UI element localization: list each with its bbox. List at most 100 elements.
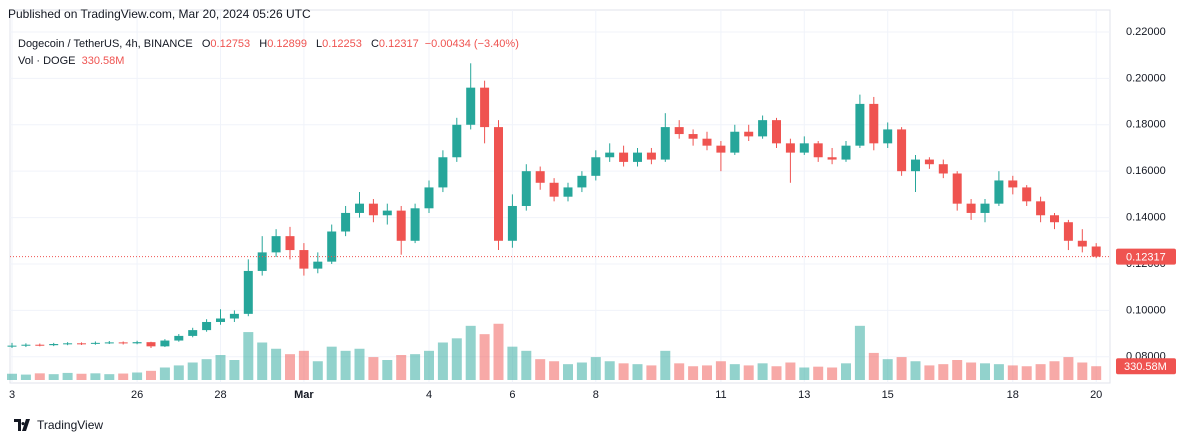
volume-bar [729,364,740,380]
volume-bar [993,364,1004,380]
candle-body [897,129,907,172]
candle-body [966,203,976,213]
volume-bar [1035,364,1046,380]
footer: TradingView [14,418,103,432]
y-tick-label: 0.20000 [1126,72,1166,84]
candle-body [1077,240,1087,247]
volume-bar [76,373,87,380]
candle-body [382,210,392,216]
candle-body [368,203,378,216]
volume-bar [451,338,462,380]
volume-row: Vol · DOGE 330.58M [18,53,525,70]
candle-body [438,157,448,188]
volume-bar [1063,357,1074,380]
volume-bar [368,357,379,380]
volume-bar [966,362,977,380]
volume-bar [590,357,601,380]
ohlc-letter: L [316,38,323,50]
volume-bar [604,361,615,380]
y-tick-label: 0.10000 [1126,304,1166,316]
volume-bar [340,350,351,380]
volume-bar [187,362,198,380]
volume-bar [34,373,45,380]
candle-body [1036,201,1046,216]
volume-bar [229,360,240,380]
candle-body [702,138,712,146]
volume-bar [910,361,921,380]
volume-bar [924,365,935,380]
candle-body [605,152,615,158]
candle-body [466,87,476,125]
volume-bar [493,323,504,380]
volume-bar [298,350,309,380]
candle-body [271,236,281,253]
candle-body [104,342,114,344]
candle-body [21,344,31,346]
candle-body [216,318,225,322]
y-tick-label: 0.14000 [1126,211,1166,223]
candle-body [341,212,351,232]
candle-body [619,152,629,162]
logo [14,419,30,431]
candle-body [855,103,865,146]
candle-body [813,143,823,158]
volume-bar [618,363,629,380]
candle-body [243,270,253,314]
candle-body [90,342,100,344]
volume-bar [980,363,990,380]
volume-bar [132,372,143,380]
ohlc-row: Dogecoin / TetherUS, 4h, BINANCE O0.1275… [18,36,525,53]
candle-body [758,120,768,137]
volume-bar [688,366,699,380]
candle-body [285,236,295,251]
volume-bar [507,346,518,380]
candle-body [480,87,490,128]
candle-body [1050,215,1059,223]
volume-bar [646,365,657,380]
y-tick-label: 0.22000 [1126,26,1166,38]
candle-body [577,175,587,188]
candle-body [410,208,420,241]
candle-body [563,187,573,197]
volume-bar [549,361,560,380]
x-tick-label: 8 [593,389,599,401]
volume-bar [1049,361,1060,380]
volume-bar [312,361,323,380]
candle-body [452,124,462,158]
candle-body [591,157,601,176]
volume-bar [827,367,838,380]
candle-body [827,157,837,160]
x-tick-label: 13 [798,389,810,401]
volume-bar [437,342,448,380]
volume-bar [785,362,796,380]
candle-body [229,313,239,319]
volume-bar [20,374,31,380]
volume-bar [354,348,365,380]
candle-body [174,335,184,341]
volume-bar [854,325,865,380]
volume-bar [257,342,268,380]
ohlc-value: 0.12753 [210,38,251,50]
volume-bar [952,360,963,380]
x-tick-label: Mar [294,389,314,401]
candle-body [938,164,948,174]
candle-body [730,131,740,153]
last-volume-tag [1116,358,1176,375]
candle-body [160,340,170,347]
x-tick-label: 6 [509,389,515,401]
candle-body [35,344,45,346]
candle-body [146,342,156,347]
volume-bar [521,350,532,380]
volume-bar [118,373,129,380]
x-tick-label: 28 [214,389,226,401]
x-tick-label: 3 [9,389,15,401]
change-label: −0.00434 (−3.40%) [424,38,519,50]
ohlc-letter: H [259,38,268,50]
candle-body [132,342,142,344]
candle-body [869,103,879,144]
volume-bar [285,354,295,380]
candle-body [535,171,545,183]
volume-bar [632,364,643,380]
y-tick-label: 0.18000 [1126,119,1166,131]
